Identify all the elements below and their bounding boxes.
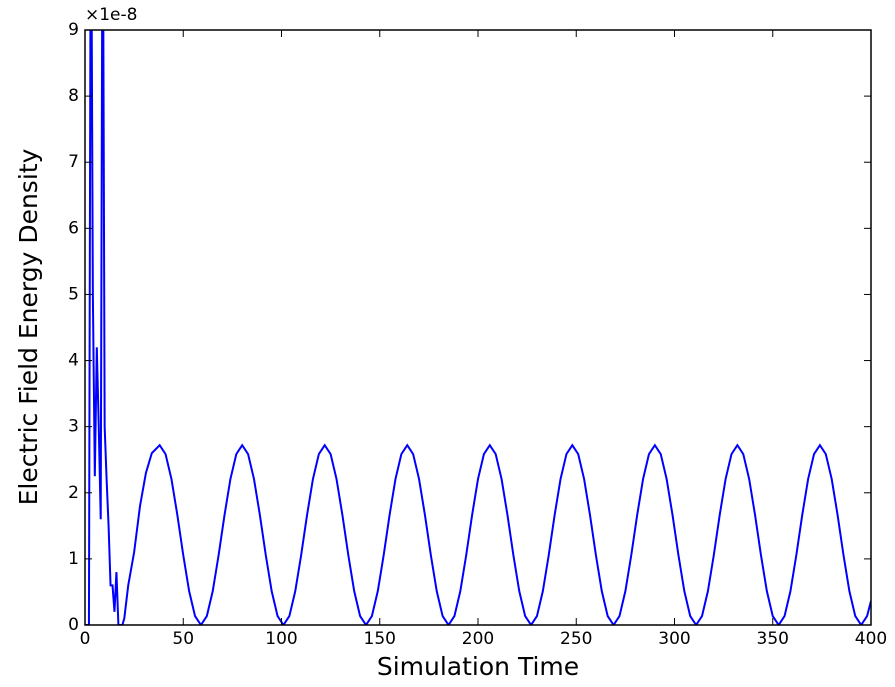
x-tick-label: 0 [80, 629, 91, 649]
x-tick-label: 250 [560, 629, 592, 649]
y-tick-label: 9 [68, 20, 79, 40]
y-tick-label: 4 [68, 351, 79, 371]
x-tick-label: 350 [757, 629, 789, 649]
y-tick-label: 1 [68, 549, 79, 569]
x-axis-label: Simulation Time [377, 652, 579, 681]
x-tick-label: 50 [172, 629, 194, 649]
plot-frame [84, 29, 872, 626]
y-tick-label: 2 [68, 483, 79, 503]
y-axis-label: Electric Field Energy Density [14, 148, 43, 505]
y-offset-label: ×1e-8 [85, 5, 137, 25]
y-tick-label: 0 [68, 615, 79, 635]
y-tick-label: 8 [68, 86, 79, 106]
y-tick-label: 6 [68, 218, 79, 238]
x-tick-label: 400 [855, 629, 887, 649]
x-tick-label: 100 [265, 629, 297, 649]
y-tick-label: 3 [68, 417, 79, 437]
x-tick-label: 150 [364, 629, 396, 649]
data-line [85, 30, 871, 625]
x-tick-label: 200 [462, 629, 494, 649]
y-tick-label: 5 [68, 284, 79, 304]
y-tick-label: 7 [68, 152, 79, 172]
x-tick-label: 300 [658, 629, 690, 649]
